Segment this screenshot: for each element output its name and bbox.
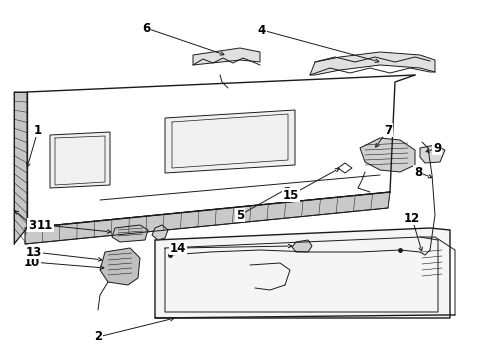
Text: 6: 6 [142,22,150,35]
Text: 5: 5 [236,208,244,221]
Text: 9: 9 [433,141,441,154]
Polygon shape [112,225,148,242]
Text: 12: 12 [404,212,420,225]
Text: 8: 8 [414,166,422,179]
Text: 15: 15 [283,189,299,202]
Text: 11: 11 [37,219,53,231]
Polygon shape [50,132,110,188]
Polygon shape [100,248,140,285]
Text: 4: 4 [258,23,266,36]
Polygon shape [420,145,445,163]
Text: 1: 1 [34,123,42,136]
Polygon shape [165,110,295,173]
Polygon shape [25,192,390,244]
Text: 14: 14 [170,242,186,255]
Text: 10: 10 [24,256,40,269]
Text: 3: 3 [28,219,36,231]
Polygon shape [415,245,448,285]
Text: 13: 13 [26,246,42,258]
Text: 2: 2 [94,330,102,343]
Polygon shape [292,240,312,252]
Polygon shape [360,138,415,172]
Polygon shape [193,48,260,65]
Polygon shape [152,225,168,240]
Text: 7: 7 [384,123,392,136]
Polygon shape [310,52,435,75]
Polygon shape [155,228,450,318]
Polygon shape [14,92,27,244]
